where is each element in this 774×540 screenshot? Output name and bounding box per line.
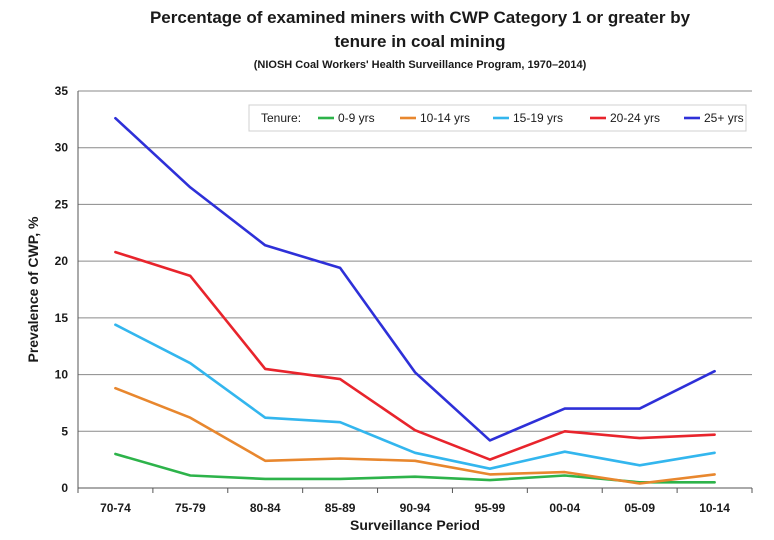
y-tick-label: 10 — [55, 368, 69, 382]
x-tick-label: 00-04 — [549, 501, 580, 515]
chart-subtitle: (NIOSH Coal Workers' Health Surveillance… — [253, 59, 587, 71]
x-axis-label: Surveillance Period — [350, 517, 480, 533]
x-tick-label: 05-09 — [624, 501, 655, 515]
x-tick-labels: 70-74 75-79 80-84 85-89 90-94 95-99 00-04 05-09… — [100, 501, 730, 515]
y-tick-label: 0 — [61, 481, 68, 495]
series-line-20-24-yrs — [114, 250, 716, 461]
y-tick-label: 25 — [55, 197, 69, 211]
series-line-15-19-yrs — [114, 323, 716, 471]
legend-label: 15-19 yrs — [513, 111, 563, 125]
legend-title: Tenure: — [261, 111, 301, 125]
x-tick-label: 80-84 — [250, 501, 281, 515]
chart-title-line1: Percentage of examined miners with CWP C… — [149, 8, 691, 27]
x-tick-label: 70-74 — [100, 501, 131, 515]
y-tick-label: 30 — [55, 141, 69, 155]
x-tick-label: 85-89 — [325, 501, 356, 515]
y-tick-label: 35 — [55, 84, 69, 98]
chart-title-line2: tenure in coal mining — [334, 32, 506, 51]
y-axis-label: Prevalence of CWP, % — [25, 216, 41, 363]
axes — [77, 91, 753, 493]
x-tick-label: 75-79 — [175, 501, 206, 515]
legend-label: 20-24 yrs — [610, 111, 660, 125]
x-tick-label: 10-14 — [699, 501, 730, 515]
y-tick-label: 15 — [55, 311, 69, 325]
gridlines — [78, 90, 752, 432]
y-tick-labels: 0 5 10 15 20 25 30 35 — [55, 84, 69, 495]
series-lines — [114, 116, 716, 485]
legend: Tenure: 0-9 yrs 10-14 yrs 15-19 yrs 20-24 yr… — [248, 104, 747, 132]
x-tick-label: 90-94 — [400, 501, 431, 515]
legend-label: 0-9 yrs — [338, 111, 375, 125]
x-tick-label: 95-99 — [475, 501, 506, 515]
series-line-10-14-yrs — [114, 386, 716, 485]
series-line-25-yrs — [114, 116, 716, 442]
series-line-0-9-yrs — [114, 452, 716, 484]
legend-label: 25+ yrs — [704, 111, 744, 125]
legend-label: 10-14 yrs — [420, 111, 470, 125]
y-tick-label: 5 — [61, 424, 68, 438]
y-tick-label: 20 — [55, 254, 69, 268]
